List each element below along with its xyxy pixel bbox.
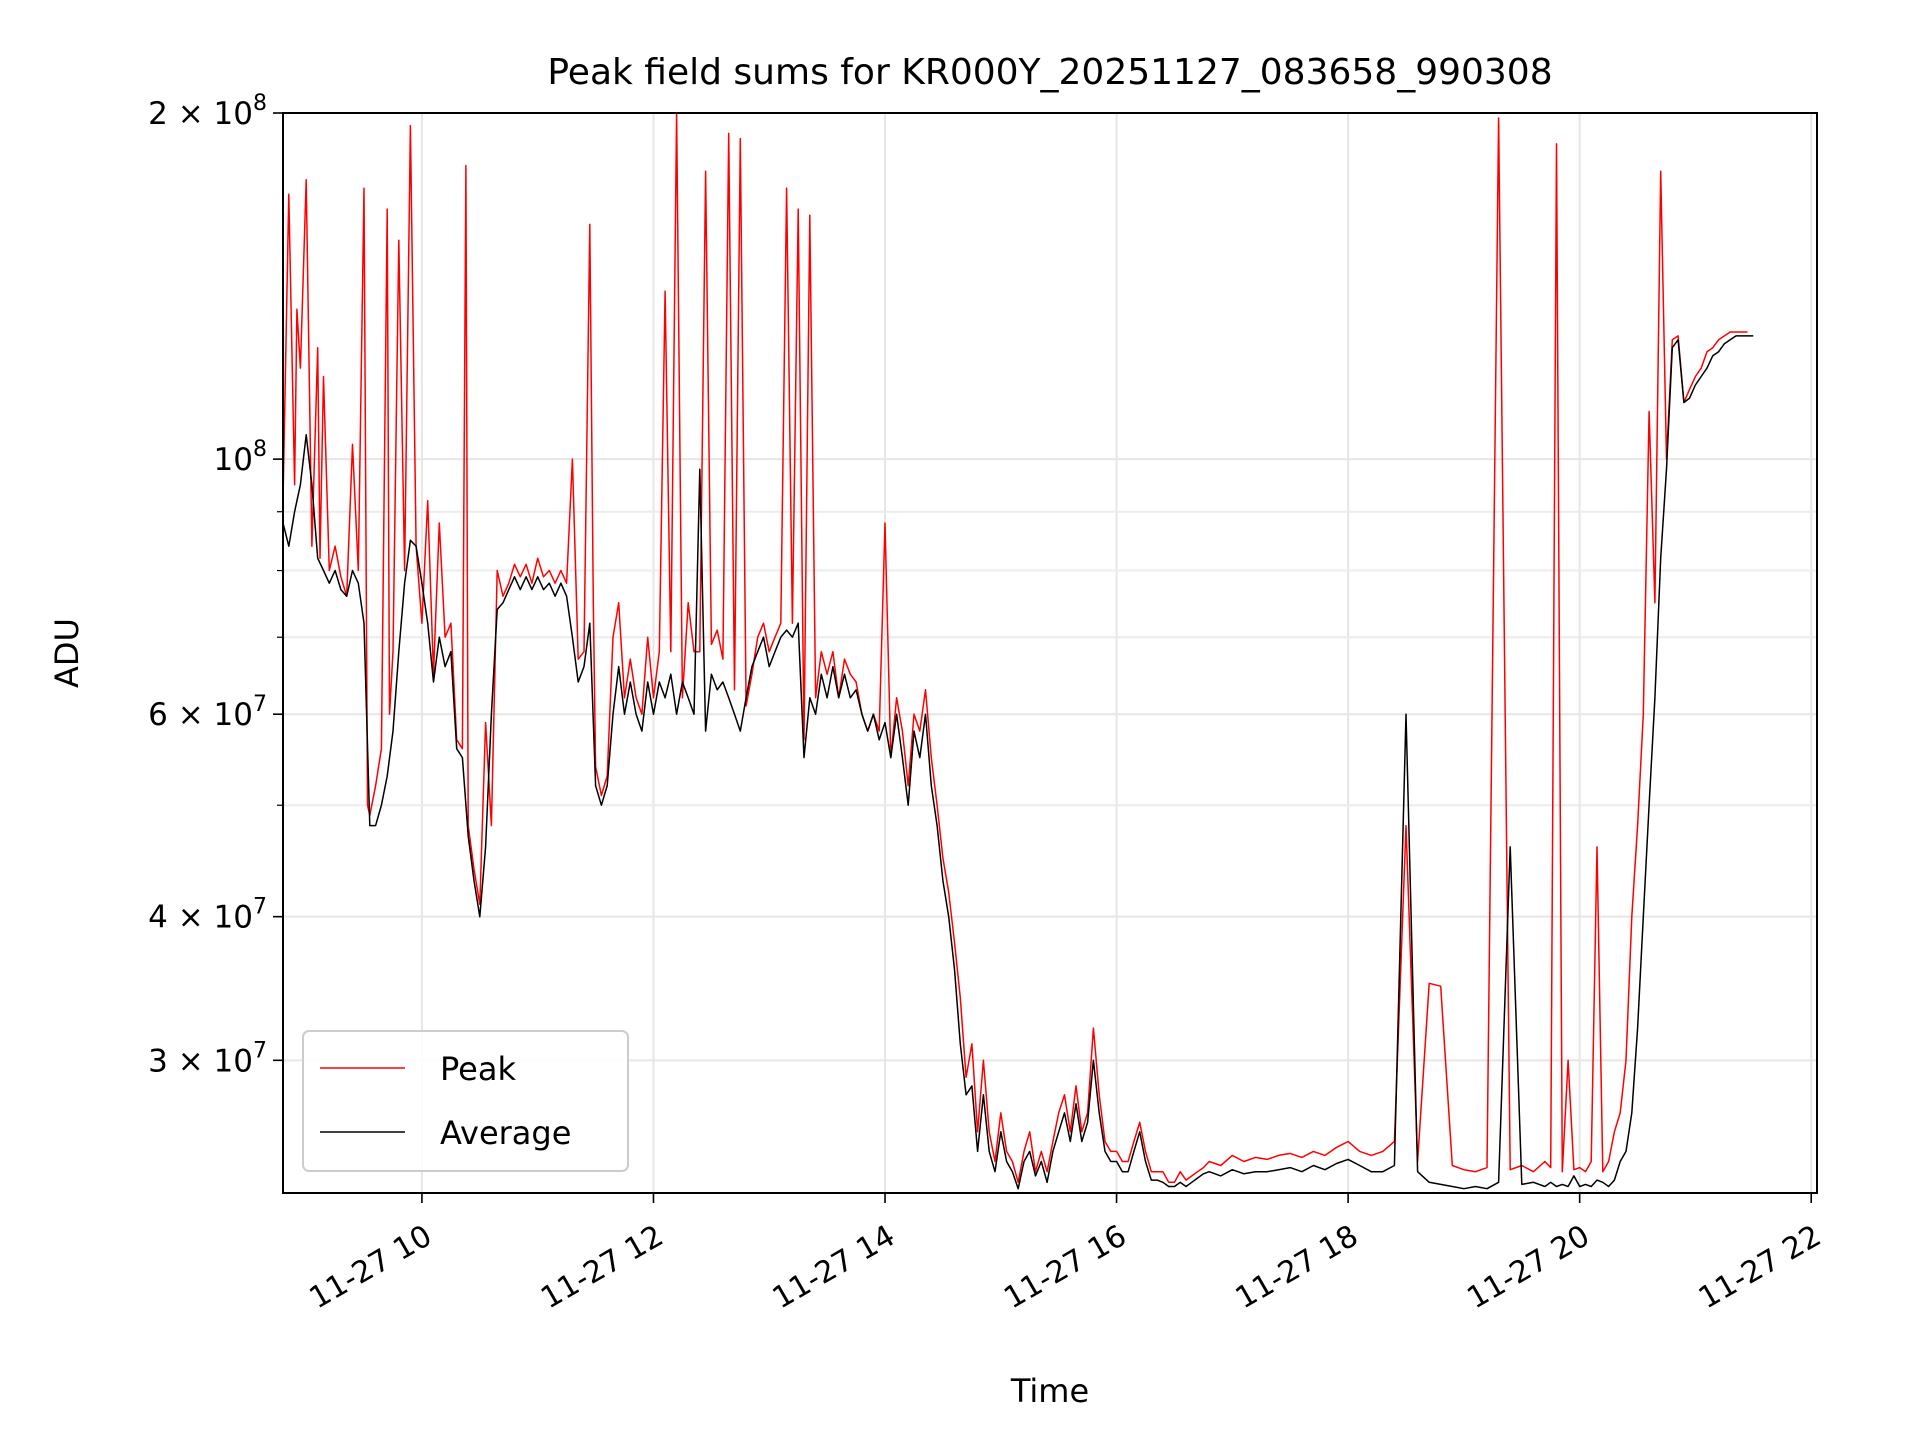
y-axis-label: ADU — [48, 618, 86, 688]
series-line-peak — [282, 112, 1748, 1184]
legend-label-peak: Peak — [440, 1050, 516, 1088]
series-line-average — [282, 335, 1754, 1190]
legend-box — [302, 1030, 629, 1172]
legend: Peak Average — [302, 1030, 629, 1172]
y-tick-label: 108 — [214, 437, 267, 478]
plot-frame — [282, 112, 1818, 1194]
series-layer — [282, 112, 1754, 1190]
x-axis-label: Time — [1010, 1372, 1089, 1410]
chart-title: Peak field sums for KR000Y_20251127_0836… — [547, 52, 1552, 93]
y-tick-label: 3 × 107 — [148, 1038, 267, 1079]
y-tick-label: 6 × 107 — [148, 692, 267, 733]
legend-label-average: Average — [440, 1114, 571, 1152]
y-tick-label: 4 × 107 — [148, 895, 267, 936]
y-tick-label: 2 × 108 — [148, 91, 267, 132]
